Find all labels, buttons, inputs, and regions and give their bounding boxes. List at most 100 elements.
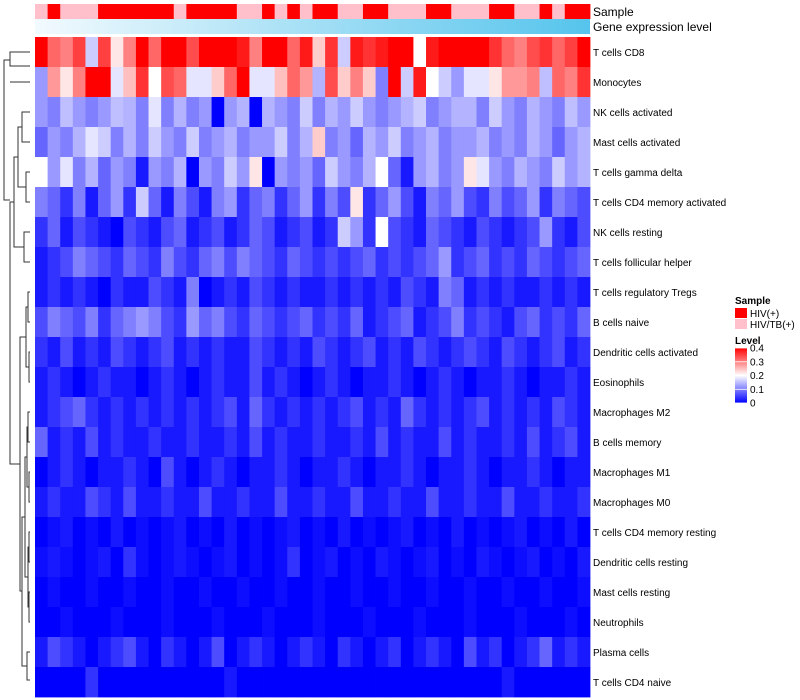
heatmap-cell bbox=[173, 307, 187, 338]
heatmap-cell bbox=[375, 307, 389, 338]
heatmap-cell bbox=[577, 187, 591, 218]
heatmap-cell bbox=[236, 97, 250, 128]
heatmap-cell bbox=[526, 637, 540, 668]
sample-cell bbox=[35, 4, 49, 19]
heatmap-cell bbox=[35, 487, 49, 518]
heatmap-cell bbox=[72, 217, 86, 248]
heatmap-cell bbox=[148, 577, 162, 608]
heatmap-cell bbox=[85, 37, 99, 68]
heatmap-cell bbox=[325, 637, 339, 668]
heatmap-cell bbox=[274, 667, 288, 698]
heatmap-cell bbox=[375, 247, 389, 278]
heatmap-cell bbox=[148, 277, 162, 308]
heatmap-cell bbox=[337, 157, 351, 188]
sample-cell bbox=[110, 4, 124, 19]
heatmap-cell bbox=[249, 277, 263, 308]
heatmap-cell bbox=[249, 667, 263, 698]
heatmap-cell bbox=[98, 307, 112, 338]
heatmap-cell bbox=[564, 127, 578, 158]
heatmap-cell bbox=[224, 337, 238, 368]
heatmap-cell bbox=[337, 397, 351, 428]
heatmap-cell bbox=[388, 487, 402, 518]
legend: Sample HIV(+) HIV/TB(+) Level 0.40.30.20… bbox=[735, 296, 795, 410]
heatmap-cell bbox=[325, 307, 339, 338]
heatmap-cell bbox=[35, 157, 49, 188]
heatmap-cell bbox=[72, 607, 86, 638]
heatmap-cell bbox=[47, 37, 61, 68]
heatmap-cell bbox=[375, 187, 389, 218]
heatmap-cell bbox=[85, 97, 99, 128]
heatmap-cell bbox=[85, 307, 99, 338]
heatmap-cell bbox=[85, 577, 99, 608]
sample-cell bbox=[476, 4, 490, 19]
heatmap-cell bbox=[236, 337, 250, 368]
heatmap-cell bbox=[337, 637, 351, 668]
heatmap-cell bbox=[350, 337, 364, 368]
heatmap-cell bbox=[489, 577, 503, 608]
heatmap-cell bbox=[236, 577, 250, 608]
heatmap-cell bbox=[110, 307, 124, 338]
heatmap-cell bbox=[577, 277, 591, 308]
heatmap-cell bbox=[325, 367, 339, 398]
heatmap-cell bbox=[362, 277, 376, 308]
heatmap-cell bbox=[388, 277, 402, 308]
heatmap-cell bbox=[501, 637, 515, 668]
heatmap-cell bbox=[426, 307, 440, 338]
heatmap-cell bbox=[35, 97, 49, 128]
heatmap-cell bbox=[501, 217, 515, 248]
heatmap-cell bbox=[362, 427, 376, 458]
heatmap-cell bbox=[438, 607, 452, 638]
heatmap-cell bbox=[198, 337, 212, 368]
heatmap-cell bbox=[98, 637, 112, 668]
heatmap-cell bbox=[35, 367, 49, 398]
heatmap-cell bbox=[85, 187, 99, 218]
heatmap-cell bbox=[564, 577, 578, 608]
heatmap-cell bbox=[262, 487, 276, 518]
heatmap-cell bbox=[577, 517, 591, 548]
heatmap-cell bbox=[501, 427, 515, 458]
heatmap-cell bbox=[123, 427, 137, 458]
heatmap-cell bbox=[249, 547, 263, 578]
heatmap-cell bbox=[463, 547, 477, 578]
heatmap-cell bbox=[400, 607, 414, 638]
heatmap-cell bbox=[110, 367, 124, 398]
heatmap-cell bbox=[249, 157, 263, 188]
heatmap-cell bbox=[60, 577, 74, 608]
heatmap-cell bbox=[262, 247, 276, 278]
heatmap-cell bbox=[236, 667, 250, 698]
heatmap-cell bbox=[186, 277, 200, 308]
heatmap-cell bbox=[274, 217, 288, 248]
heatmap-cell bbox=[211, 637, 225, 668]
row-label: Macrophages M2 bbox=[593, 408, 671, 419]
heatmap-cell bbox=[375, 547, 389, 578]
heatmap-cell bbox=[224, 637, 238, 668]
heatmap-cell bbox=[123, 187, 137, 218]
heatmap-cell bbox=[224, 217, 238, 248]
heatmap-cell bbox=[501, 127, 515, 158]
heatmap-cell bbox=[211, 487, 225, 518]
legend-tick-label: 0.4 bbox=[750, 344, 764, 355]
heatmap-cell bbox=[299, 307, 313, 338]
row-labels: T cells CD8 Monocytes NK cells activated Ma… bbox=[593, 48, 726, 689]
heatmap-cell bbox=[438, 427, 452, 458]
heatmap-cell bbox=[564, 547, 578, 578]
heatmap-cell bbox=[325, 277, 339, 308]
heatmap-cell bbox=[501, 397, 515, 428]
heatmap-cell bbox=[85, 397, 99, 428]
heatmap-cell bbox=[85, 517, 99, 548]
row-label: T cells gamma delta bbox=[593, 168, 683, 179]
heatmap-cell bbox=[110, 247, 124, 278]
heatmap-cell bbox=[287, 517, 301, 548]
heatmap-cell bbox=[362, 637, 376, 668]
heatmap-cell bbox=[539, 97, 553, 128]
heatmap-cell bbox=[514, 457, 528, 488]
heatmap-cell bbox=[362, 517, 376, 548]
heatmap-cell bbox=[224, 397, 238, 428]
heatmap-cell bbox=[400, 397, 414, 428]
heatmap-cell bbox=[312, 307, 326, 338]
heatmap-cell bbox=[539, 577, 553, 608]
heatmap-cell bbox=[552, 427, 566, 458]
heatmap-cell bbox=[211, 97, 225, 128]
heatmap-cell bbox=[463, 307, 477, 338]
heatmap-cell bbox=[476, 667, 490, 698]
